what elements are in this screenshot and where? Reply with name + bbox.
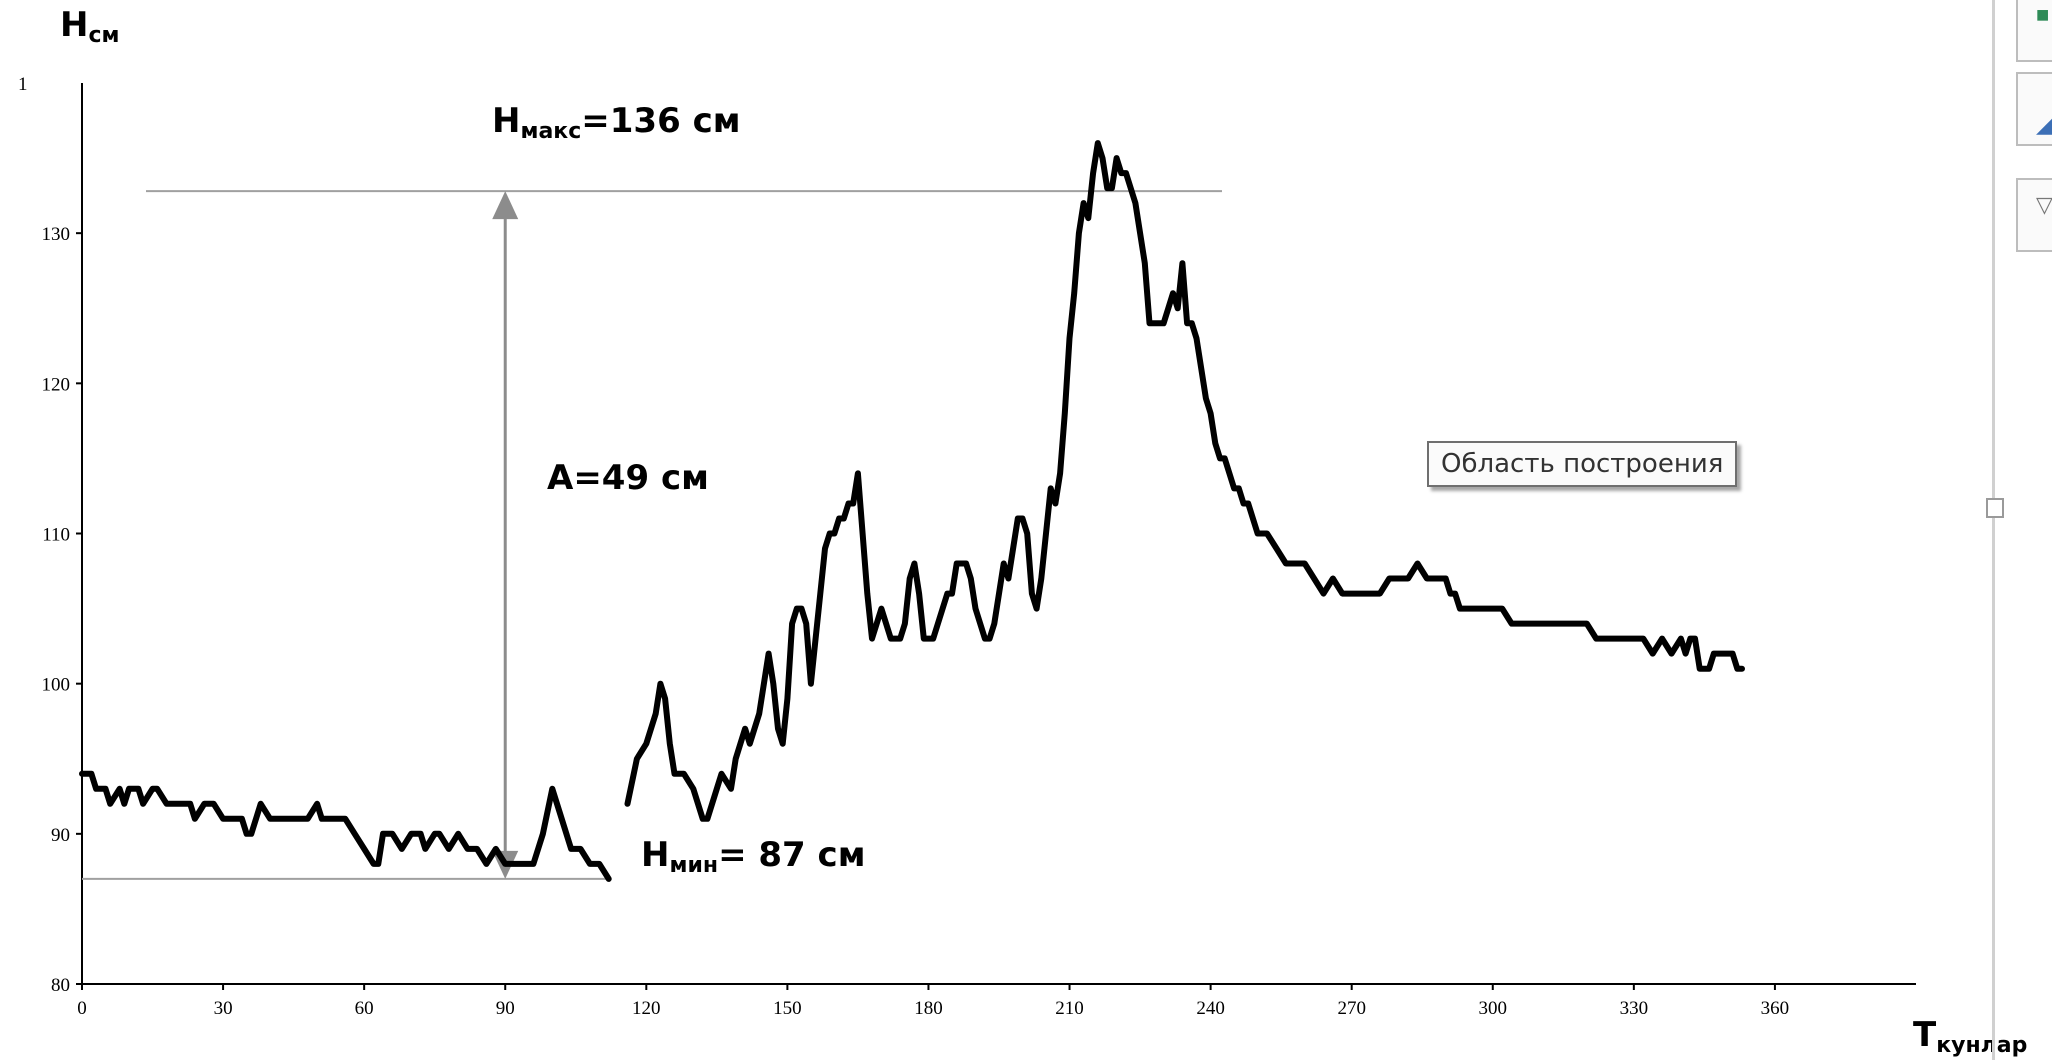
chart-elements-button[interactable]: ■ [2016, 0, 2052, 62]
hmin-annotation: Hмин= 87 см [641, 835, 866, 878]
x-tick-label: 210 [1055, 998, 1084, 1019]
x-tick-label: 300 [1479, 998, 1508, 1019]
plus-icon: ■ [2036, 2, 2050, 27]
x-tick-label: 330 [1620, 998, 1649, 1019]
x-tick-label: 270 [1337, 998, 1366, 1019]
chart-frame-edge [1992, 0, 1995, 1060]
x-tick-label: 0 [77, 998, 87, 1019]
brush-icon: ◢ [2036, 112, 2052, 137]
x-tick-label: 150 [773, 998, 802, 1019]
reference-lines [82, 190, 1222, 880]
annotations: Hмакс=136 см А=49 см Hмин= 87 см [492, 101, 866, 878]
x-tick-label: 240 [1196, 998, 1225, 1019]
y-tick-label: 120 [42, 374, 71, 395]
series [79, 140, 1745, 882]
chart-styles-button[interactable]: ◢ [2016, 72, 2052, 146]
x-tick-label: 30 [214, 998, 233, 1019]
x-tick-label: 60 [355, 998, 374, 1019]
x-tick-label: 360 [1761, 998, 1790, 1019]
y-axis-top-tick: 1 [18, 74, 28, 95]
y-tick-label: 80 [51, 975, 70, 996]
hmax-annotation: Hмакс=136 см [492, 101, 741, 144]
chart-filters-button[interactable]: ▽ [2016, 178, 2052, 252]
tick-labels: 80 90 100 110 120 130 0 30 60 90 120 150 180 210 240 27… [42, 224, 1790, 1019]
x-axis-title: Tкунлар [1913, 1015, 2027, 1058]
amplitude-arrow-top [492, 191, 519, 220]
y-tick-label: 110 [42, 525, 70, 546]
x-tick-label: 90 [496, 998, 515, 1019]
resize-handle[interactable] [1986, 498, 2004, 518]
y-tick-label: 100 [42, 675, 71, 696]
series-line-segment-2 [624, 140, 1745, 822]
amplitude-annotation: А=49 см [547, 458, 709, 498]
x-tick-label: 180 [914, 998, 943, 1019]
y-tick-label: 90 [51, 825, 70, 846]
y-tick-label: 130 [42, 224, 71, 245]
x-tick-label: 120 [632, 998, 661, 1019]
y-axis-title: Hсм [60, 5, 120, 48]
axes [76, 83, 1916, 990]
filter-icon: ▽ [2036, 192, 2052, 217]
side-panel: ■ ◢ ▽ [1972, 0, 2052, 1060]
series-line-segment-1 [79, 770, 612, 882]
plot-area-tooltip: Область построения [1427, 441, 1738, 487]
